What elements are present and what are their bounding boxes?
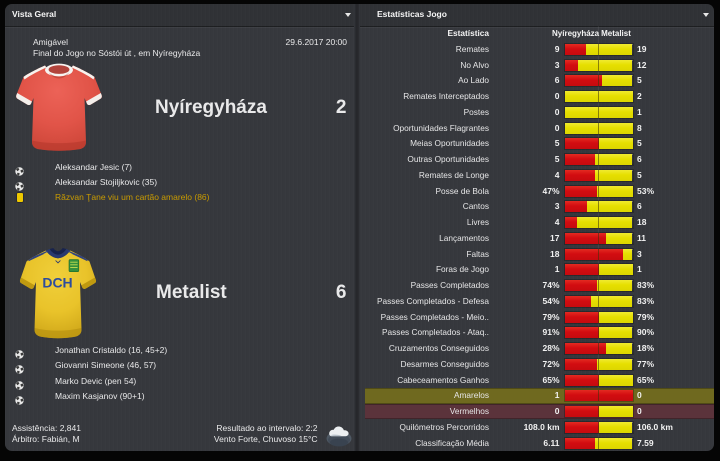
svg-text:DCH: DCH [42,275,72,291]
